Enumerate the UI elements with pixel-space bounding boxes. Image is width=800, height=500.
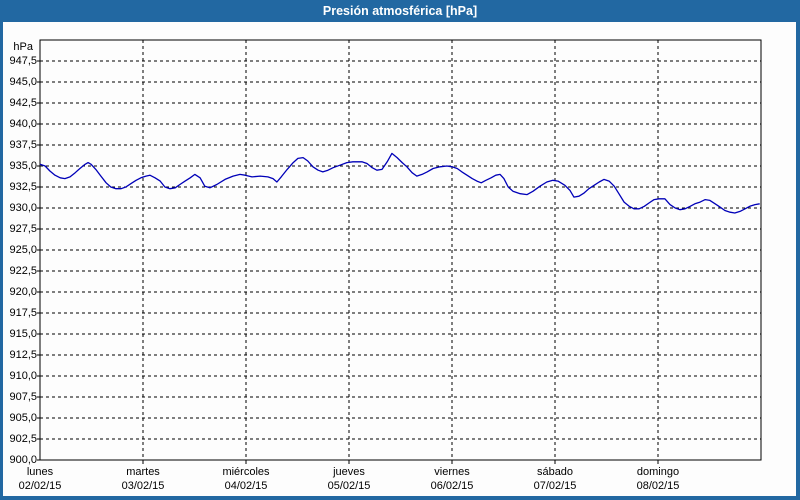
y-tick-label: 902,5 [9, 433, 37, 445]
window-border-right [796, 22, 800, 500]
pressure-series-line [39, 152, 760, 214]
y-tick-label: 910,0 [9, 370, 37, 382]
y-tick-label: 937,5 [9, 139, 37, 151]
y-tick-label: 935,0 [9, 160, 37, 172]
window-border-left [0, 22, 3, 500]
day-name-label: viernes [434, 466, 470, 478]
y-tick-label: 907,5 [9, 391, 37, 403]
y-axis-unit-label: hPa [13, 41, 33, 53]
pressure-line-chart [37, 39, 762, 464]
y-tick-label: 930,0 [9, 202, 37, 214]
y-tick-label: 940,0 [9, 118, 37, 130]
day-date-label: 08/02/15 [636, 480, 680, 492]
day-name-label: miércoles [222, 466, 270, 478]
day-date-label: 04/02/15 [224, 480, 268, 492]
window-border-bottom [0, 496, 800, 500]
x-axis-label-sábado: sábado 07/02/15 [507, 466, 603, 493]
y-tick-label: 912,5 [9, 349, 37, 361]
day-date-label: 06/02/15 [430, 480, 474, 492]
y-tick-label: 922,5 [9, 265, 37, 277]
day-date-label: 02/02/15 [18, 480, 62, 492]
day-name-label: jueves [333, 466, 365, 478]
day-name-label: martes [126, 466, 160, 478]
y-tick-label: 942,5 [9, 97, 37, 109]
x-axis-label-miércoles: miércoles 04/02/15 [198, 466, 294, 493]
y-tick-label: 947,5 [9, 55, 37, 67]
y-tick-label: 925,0 [9, 244, 37, 256]
x-axis-label-jueves: jueves 05/02/15 [301, 466, 397, 493]
y-tick-label: 927,5 [9, 223, 37, 235]
x-axis-label-lunes: lunes 02/02/15 [0, 466, 88, 493]
y-tick-label: 905,0 [9, 412, 37, 424]
y-tick-label: 900,0 [9, 454, 37, 466]
window-title: Presión atmosférica [hPa] [322, 4, 478, 18]
chart-area: hPa 947,5 945,0 942,5 940,0 937,5 935,0 932,5 9… [0, 22, 800, 500]
day-date-label: 03/02/15 [121, 480, 165, 492]
day-date-label: 07/02/15 [533, 480, 577, 492]
x-axis-label-viernes: viernes 06/02/15 [404, 466, 500, 493]
day-name-label: domingo [636, 466, 680, 478]
y-tick-label: 917,5 [9, 307, 37, 319]
x-axis-label-domingo: domingo 08/02/15 [610, 466, 706, 493]
day-name-label: sábado [536, 466, 574, 478]
plot-frame [39, 39, 762, 461]
y-tick-label: 932,5 [9, 181, 37, 193]
y-tick-label: 915,0 [9, 328, 37, 340]
x-axis-label-martes: martes 03/02/15 [95, 466, 191, 493]
day-date-label: 05/02/15 [327, 480, 371, 492]
day-name-label: lunes [26, 466, 54, 478]
window-titlebar: Presión atmosférica [hPa] [0, 0, 800, 22]
y-tick-label: 920,0 [9, 286, 37, 298]
y-tick-label: 945,0 [9, 76, 37, 88]
